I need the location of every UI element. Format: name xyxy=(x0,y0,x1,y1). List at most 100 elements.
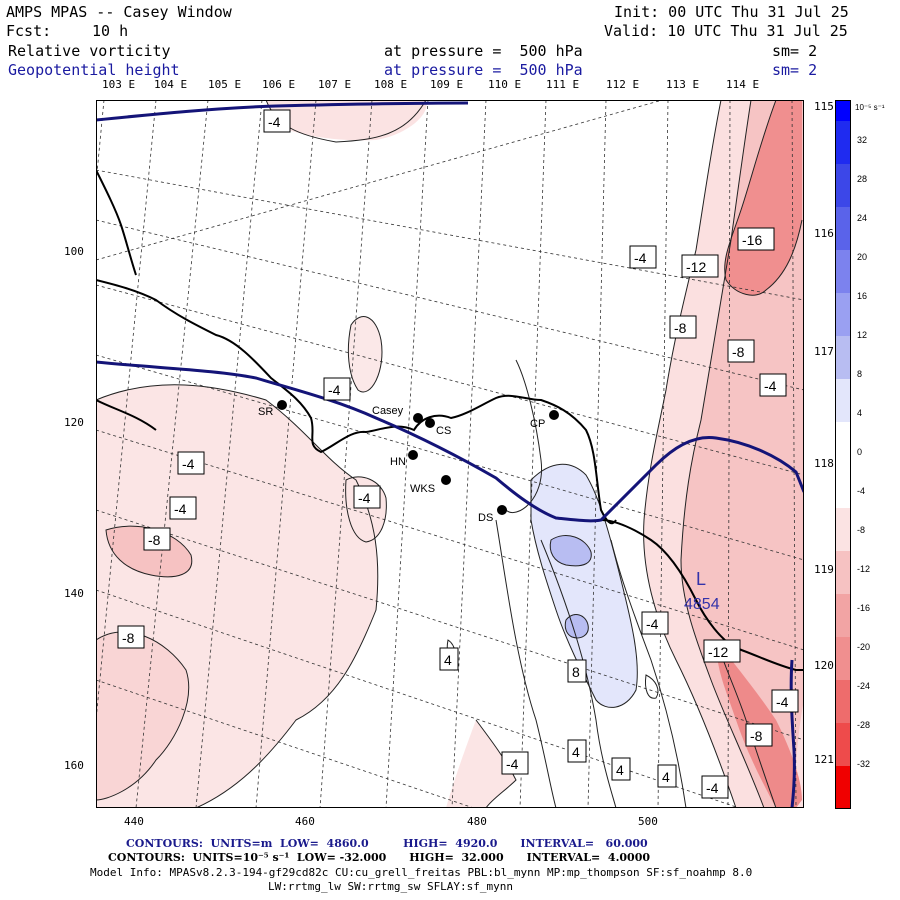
map-panel: SR Casey CS CP HN WKS DS -4 -4 -4 -4 -4 … xyxy=(96,100,804,808)
x-tick: 460 xyxy=(295,815,315,828)
contour-label: -4 xyxy=(182,456,195,472)
station-markers xyxy=(277,400,559,515)
lon-label: 104 E xyxy=(154,78,188,91)
contour-label: -4 xyxy=(764,378,777,394)
colorbar-units: 10⁻⁵ s⁻¹ xyxy=(855,103,885,112)
low-value: 4854 xyxy=(684,596,720,613)
lon-label: 114 E xyxy=(726,78,760,91)
map-frame xyxy=(96,100,804,808)
contour-label: 4 xyxy=(616,762,624,778)
contour-label: -4 xyxy=(706,780,719,796)
station-dot xyxy=(497,505,507,515)
plot-title: AMPS MPAS -- Casey Window xyxy=(6,3,232,21)
colorbar-label: -24 xyxy=(857,681,870,691)
station-dot xyxy=(413,413,423,423)
contour-label: 4 xyxy=(572,744,580,760)
station-label-sr: SR xyxy=(258,406,273,418)
contour-label: -4 xyxy=(328,382,341,398)
field1-smooth: sm= 2 xyxy=(772,42,818,60)
colorbar-label: 20 xyxy=(857,252,867,262)
field2-level: at pressure = 500 hPa xyxy=(384,61,583,79)
contour-label: -8 xyxy=(122,630,135,646)
colorbar-swatches xyxy=(835,100,851,809)
station-dot xyxy=(549,410,559,420)
lon-label: 106 E xyxy=(262,78,296,91)
y-tick: 100 xyxy=(64,245,84,258)
colorbar-label: 4 xyxy=(857,408,862,418)
contour-label: -4 xyxy=(358,490,371,506)
field2-name: Geopotential height xyxy=(8,61,180,79)
colorbar-label: -12 xyxy=(857,564,870,574)
contour-label: 4 xyxy=(662,769,670,785)
contour-label: -8 xyxy=(750,728,763,744)
negative-vorticity-shading xyxy=(96,100,804,808)
init-time: Init: 00 UTC Thu 31 Jul 25 xyxy=(614,3,849,21)
station-label-ds: DS xyxy=(478,512,493,524)
colorbar-label: 8 xyxy=(857,369,862,379)
contour-label: -4 xyxy=(634,250,647,266)
y-tick: 120 xyxy=(64,416,84,429)
contour-label: -4 xyxy=(506,756,519,772)
lon-label: 108 E xyxy=(374,78,408,91)
field1-level: at pressure = 500 hPa xyxy=(384,42,583,60)
contour-label: -12 xyxy=(708,644,728,660)
contour-label: 4 xyxy=(444,652,452,668)
vorticity-contours xyxy=(96,100,803,808)
colorbar-label: 12 xyxy=(857,330,867,340)
field2-smooth: sm= 2 xyxy=(772,61,818,79)
station-label-wks: WKS xyxy=(410,483,435,495)
low-symbol: L xyxy=(696,569,706,589)
station-dot xyxy=(408,450,418,460)
forecast-hour-value: 10 h xyxy=(92,22,129,40)
low-center: L 4854 xyxy=(684,569,720,613)
y-tick: 140 xyxy=(64,587,84,600)
lon-label: 112 E xyxy=(606,78,640,91)
contour-label: -4 xyxy=(646,616,659,632)
contour-label: -16 xyxy=(742,232,762,248)
lon-label: 105 E xyxy=(208,78,242,91)
lon-label: 103 E xyxy=(102,78,136,91)
colorbar-label: 16 xyxy=(857,291,867,301)
station-label-casey: Casey xyxy=(372,405,404,417)
contour-label: -8 xyxy=(148,532,161,548)
station-label-cs: CS xyxy=(436,425,451,437)
lon-label: 110 E xyxy=(488,78,522,91)
contour-label: -8 xyxy=(674,320,687,336)
coastline xyxy=(96,169,804,671)
colorbar-label: 24 xyxy=(857,213,867,223)
colorbar-label: -32 xyxy=(857,759,870,769)
station-label-hn: HN xyxy=(390,456,406,468)
y-tick: 160 xyxy=(64,759,84,772)
station-dot xyxy=(277,400,287,410)
lon-label: 111 E xyxy=(546,78,580,91)
colorbar-label: -28 xyxy=(857,720,870,730)
station-dot xyxy=(441,475,451,485)
x-tick: 500 xyxy=(638,815,658,828)
lon-label: 109 E xyxy=(430,78,464,91)
station-label-cp: CP xyxy=(530,418,545,430)
footer-height-contours: CONTOURS: UNITS=m LOW= 4860.0 HIGH= 4920… xyxy=(126,837,648,850)
contour-label: -4 xyxy=(268,114,281,130)
x-tick: 480 xyxy=(467,815,487,828)
contour-label-group: -4 -4 -4 -4 -4 -8 -8 -8 -8 -12 -16 -4 -4… xyxy=(117,109,799,799)
footer-vorticity-contours: CONTOURS: UNITS=10⁻⁵ s⁻¹ LOW= -32.000 HI… xyxy=(108,851,651,864)
colorbar-label: -16 xyxy=(857,603,870,613)
geopotential-height-contours xyxy=(96,101,804,808)
footer-model-info: Model Info: MPASv8.2.3-194-gf29cd82c CU:… xyxy=(90,866,753,879)
station-dot xyxy=(425,418,435,428)
colorbar-label: 0 xyxy=(857,447,862,457)
colorbar: 10⁻⁵ s⁻¹ 32 28 24 20 16 12 8 4 0 -4 -8 -… xyxy=(835,100,885,809)
forecast-hour-label: Fcst: xyxy=(6,22,52,40)
colorbar-label: -20 xyxy=(857,642,870,652)
colorbar-label: 32 xyxy=(857,135,867,145)
colorbar-label: -8 xyxy=(857,525,865,535)
lon-label: 113 E xyxy=(666,78,700,91)
contour-label: -4 xyxy=(174,501,187,517)
x-tick: 440 xyxy=(124,815,144,828)
contour-label: -12 xyxy=(686,259,706,275)
lon-label: 107 E xyxy=(318,78,352,91)
contour-label: -8 xyxy=(732,344,745,360)
valid-time: Valid: 10 UTC Thu 31 Jul 25 xyxy=(604,22,848,40)
contour-label: -4 xyxy=(776,694,789,710)
colorbar-label: 28 xyxy=(857,174,867,184)
